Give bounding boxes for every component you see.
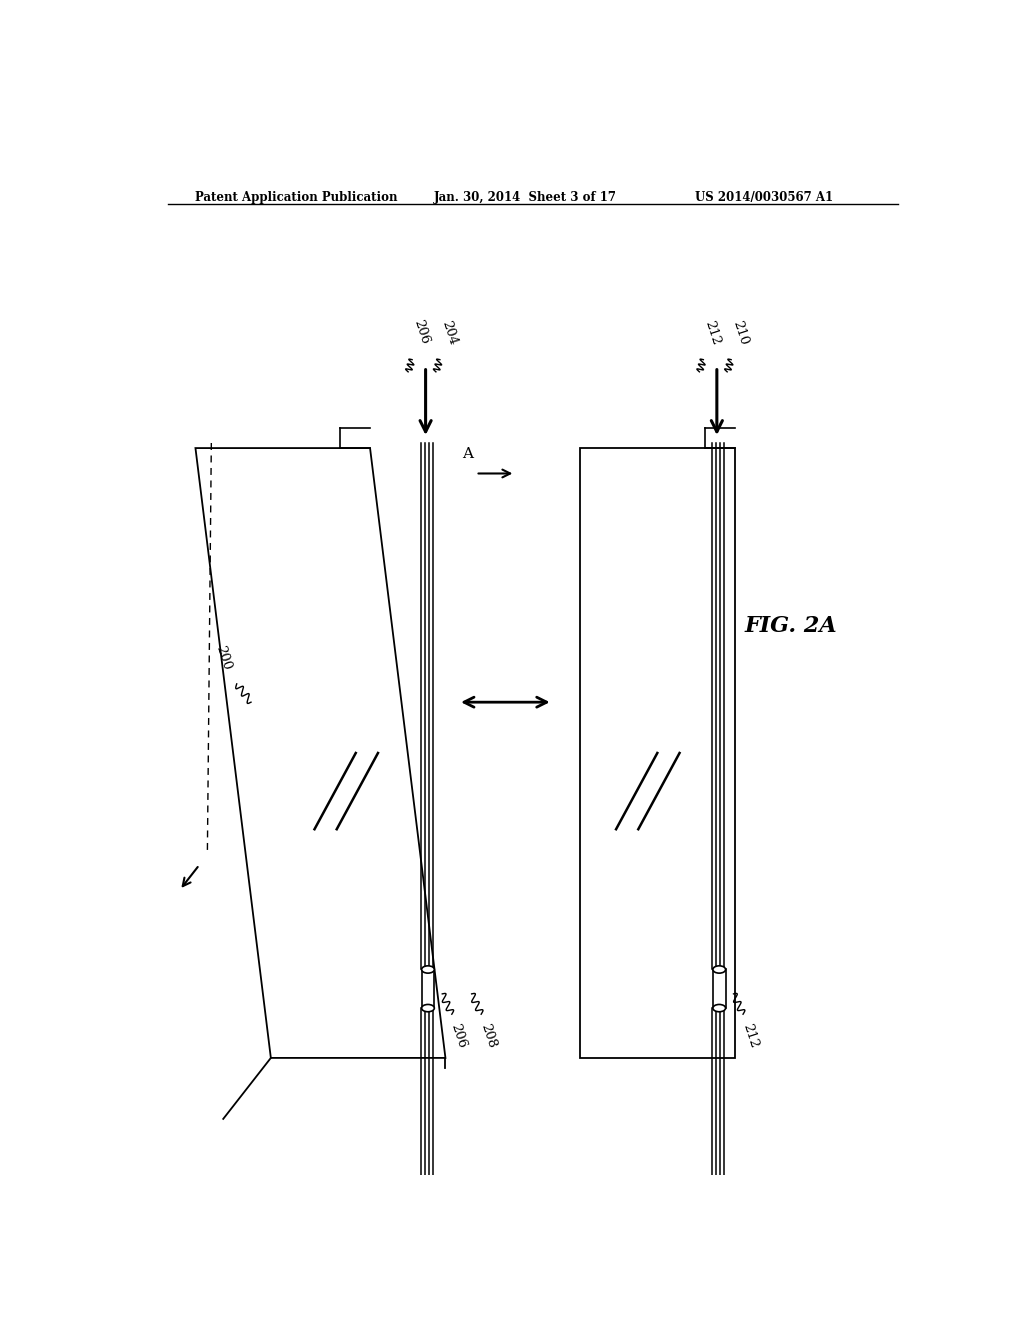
Text: Jan. 30, 2014  Sheet 3 of 17: Jan. 30, 2014 Sheet 3 of 17 xyxy=(433,191,616,203)
Text: US 2014/0030567 A1: US 2014/0030567 A1 xyxy=(695,191,834,203)
Bar xyxy=(713,969,726,1008)
Text: 208: 208 xyxy=(478,1022,498,1051)
Text: 200: 200 xyxy=(213,644,233,672)
Text: Patent Application Publication: Patent Application Publication xyxy=(196,191,398,203)
Ellipse shape xyxy=(422,966,434,973)
Text: 206: 206 xyxy=(412,318,431,346)
Bar xyxy=(422,969,434,1008)
Text: 210: 210 xyxy=(730,318,751,346)
Ellipse shape xyxy=(422,1005,434,1011)
Text: A: A xyxy=(462,447,473,461)
Text: 212: 212 xyxy=(702,318,723,346)
Text: 212: 212 xyxy=(740,1022,760,1051)
Text: FIG. 2A: FIG. 2A xyxy=(744,615,837,638)
Ellipse shape xyxy=(713,1005,726,1011)
Ellipse shape xyxy=(713,966,726,973)
Text: 204: 204 xyxy=(439,318,459,346)
Text: 206: 206 xyxy=(449,1022,469,1051)
Polygon shape xyxy=(581,447,735,1057)
Polygon shape xyxy=(196,447,445,1057)
